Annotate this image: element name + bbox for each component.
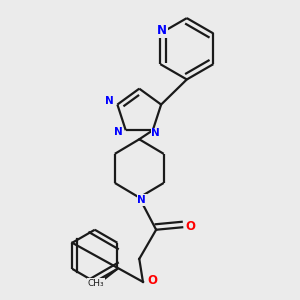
Text: CH₃: CH₃ bbox=[88, 279, 104, 288]
Text: O: O bbox=[186, 220, 196, 233]
Text: N: N bbox=[137, 195, 146, 205]
Text: N: N bbox=[157, 25, 167, 38]
Text: N: N bbox=[152, 128, 160, 138]
Text: N: N bbox=[105, 97, 114, 106]
Text: N: N bbox=[114, 127, 122, 137]
Text: O: O bbox=[147, 274, 157, 287]
